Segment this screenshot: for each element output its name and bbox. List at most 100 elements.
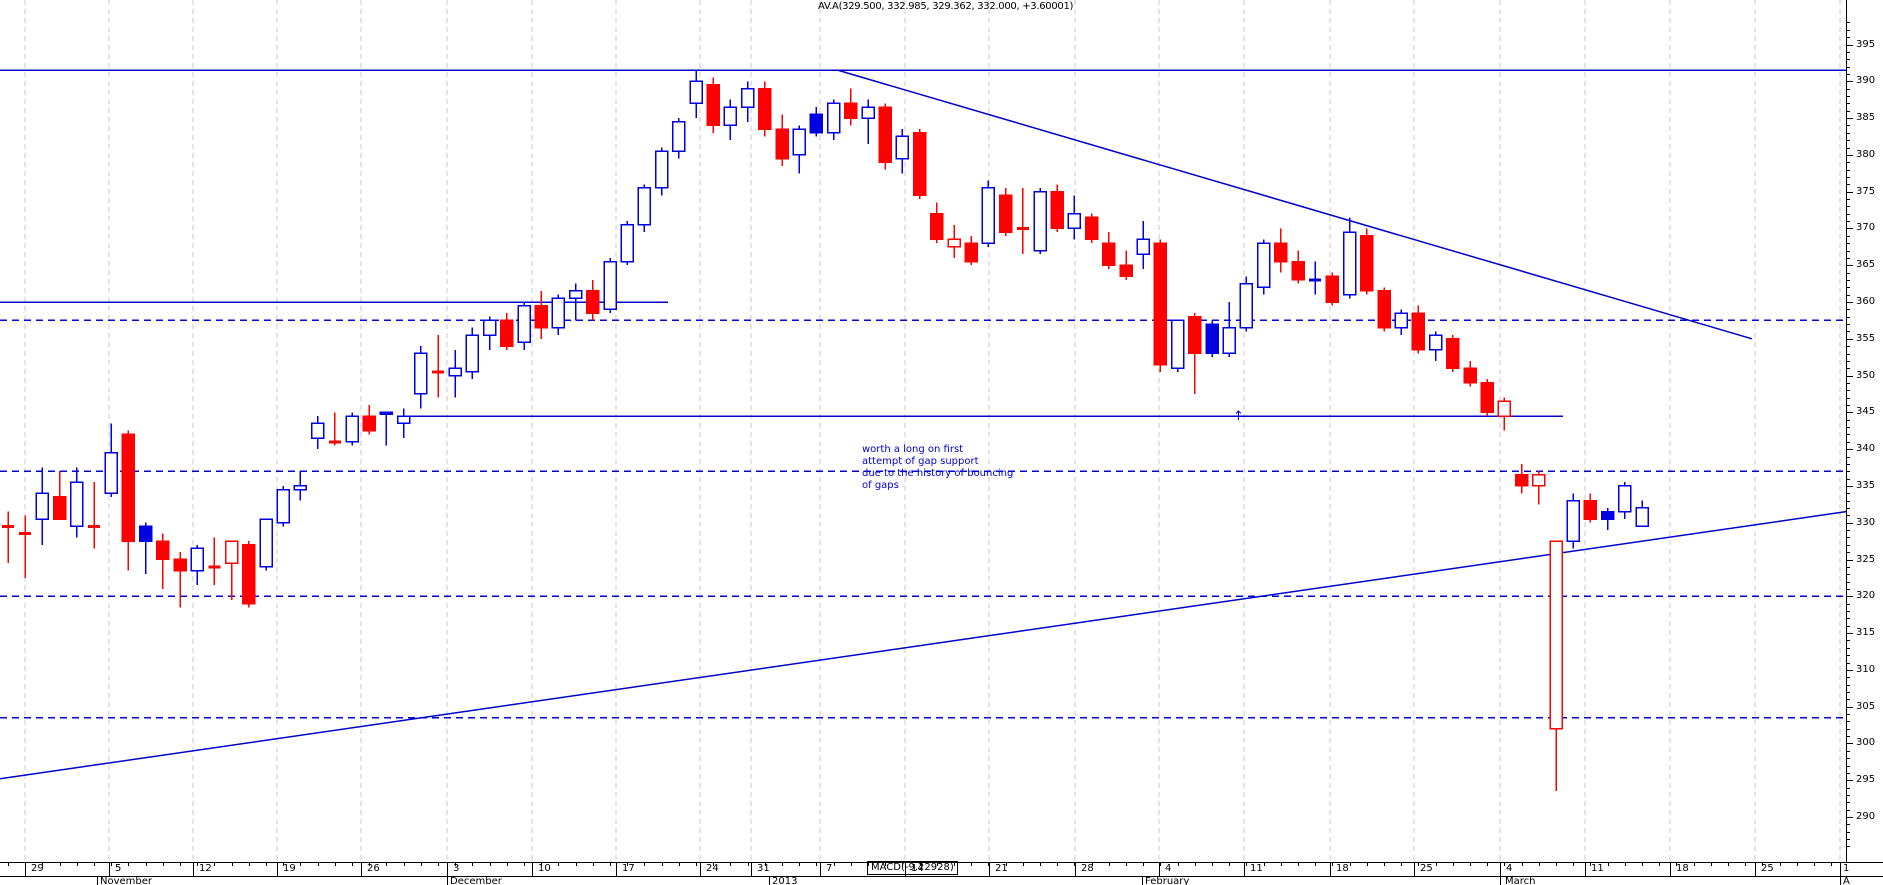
y-axis-label: 295 [1856,774,1876,786]
y-axis-line[interactable] [1846,0,1847,862]
candle-body [379,411,394,416]
day-minor-tick [283,862,285,866]
day-minor-tick [420,862,422,866]
y-axis-label: 330 [1856,516,1876,528]
candle-body [620,224,634,263]
x-axis-day-label: 28 [1081,863,1094,874]
y-minor-tick [1846,427,1850,429]
candle-body [706,84,720,127]
week-divider-tick [905,862,906,876]
candle-body [672,121,686,152]
day-minor-tick [1108,862,1110,866]
week-divider-tick [1500,862,1501,876]
y-minor-tick [1846,110,1850,112]
candle-body [1532,474,1546,487]
day-minor-tick [1521,862,1523,866]
chart-title: AV.A(329.500, 332.985, 329.362, 332.000,… [818,1,1074,12]
day-minor-tick [1366,862,1368,866]
day-minor-tick [317,862,319,866]
x-axis-day-label: 14 [911,863,924,874]
y-minor-tick [1846,405,1850,406]
y-minor-tick [1846,346,1850,348]
day-minor-tick [8,862,9,866]
day-minor-tick [1676,862,1678,866]
y-minor-tick [1846,37,1850,39]
y-axis-label: 290 [1856,811,1876,822]
candle-body [981,187,996,244]
candle-body [1394,312,1408,329]
y-minor-tick [1846,206,1850,208]
trade-note-line: due to the history of bouncing [862,468,1014,479]
candle-body [1153,242,1168,366]
week-divider-tick [820,862,821,876]
y-minor-tick [1846,169,1850,171]
y-axis-label: 390 [1856,75,1876,87]
candle-body [603,260,617,311]
candle-body [1033,190,1047,252]
day-minor-tick [94,862,95,866]
y-minor-tick [1846,309,1850,311]
day-minor-tick [1556,862,1557,866]
day-minor-tick [988,862,990,866]
y-minor-tick [1846,625,1850,627]
candle-body [947,238,961,248]
candle-body [792,128,806,156]
y-minor-tick [1846,618,1850,620]
day-minor-tick [248,862,250,866]
y-major-tick [1846,522,1853,524]
candle-body [1549,540,1563,730]
y-minor-tick [1846,530,1850,532]
y-minor-tick [1846,73,1850,75]
day-minor-tick [610,862,611,866]
y-minor-tick [1846,515,1850,517]
day-minor-tick [162,862,164,866]
y-minor-tick [1846,103,1850,105]
y-minor-tick [1846,213,1850,215]
y-minor-tick [1846,824,1850,826]
day-minor-tick [1332,862,1334,866]
descending-trendline[interactable] [837,69,1753,340]
y-minor-tick [1846,22,1850,24]
week-divider-tick [1670,862,1671,876]
y-minor-tick [1846,544,1850,546]
y-minor-tick [1846,574,1850,576]
y-minor-tick [1846,493,1850,495]
up-arrow-annotation[interactable]: ↑ [1233,409,1244,424]
y-minor-tick [1846,552,1850,554]
week-divider-tick [751,862,752,876]
day-minor-tick [59,862,61,866]
y-axis-label: 345 [1856,406,1876,418]
y-minor-tick [1846,478,1850,480]
y-major-tick [1846,81,1853,83]
y-minor-tick [1846,471,1850,473]
candle-body [1583,499,1598,520]
macd-indicator-label[interactable]: MACD(-9.22928) [867,861,958,875]
y-minor-tick [1846,360,1850,362]
day-minor-tick [1160,862,1162,866]
candle-body [1497,400,1512,417]
y-major-tick [1846,817,1853,818]
y-minor-tick [1846,758,1850,760]
day-minor-tick [644,862,646,866]
candle-body [104,452,118,495]
day-minor-tick [799,862,801,866]
x-axis-day-label: 12 [199,863,212,874]
y-minor-tick [1846,750,1850,752]
y-minor-tick [1846,714,1850,715]
y-minor-tick [1846,456,1850,458]
candle-body [1600,510,1615,520]
x-axis-day-label: 24 [706,863,719,874]
day-minor-tick [1263,862,1265,866]
day-minor-tick [1779,862,1781,866]
trade-note-annotation[interactable]: worth a long on first attempt of gap sup… [862,444,1013,492]
day-minor-tick [1538,862,1540,866]
day-minor-tick [180,862,181,866]
y-minor-tick [1846,59,1850,61]
y-minor-tick [1846,331,1850,333]
candle-body [1239,282,1254,329]
y-major-tick [1846,191,1853,193]
ascending-trendline[interactable] [0,510,1847,780]
y-major-tick [1846,669,1853,671]
week-divider-tick [700,862,701,876]
y-minor-tick [1846,765,1850,767]
